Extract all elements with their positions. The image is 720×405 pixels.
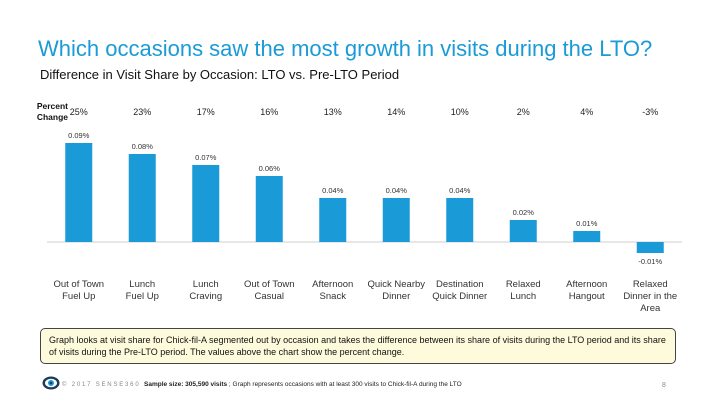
category-label: Afternoon Hangout	[566, 279, 607, 302]
category-label: Lunch Fuel Up	[126, 279, 159, 302]
category-label-line: Quick Dinner	[432, 291, 487, 302]
category-label-line: Craving	[189, 291, 222, 302]
bar	[636, 242, 664, 253]
footer-copyright: © 2017 SENSE360	[62, 382, 141, 388]
category-label: Lunch Craving	[189, 279, 222, 302]
sample-size: Sample size: 305,590 visits	[144, 381, 228, 388]
page-number: 8	[662, 382, 666, 389]
slide-title: Which occasions saw the most growth in v…	[38, 36, 653, 61]
data-label: 0.09%	[68, 131, 90, 140]
category-label-line: Hangout	[569, 291, 605, 302]
data-label: 0.04%	[386, 186, 408, 195]
percent-change-value: 2%	[517, 107, 530, 117]
data-label: 0.06%	[259, 164, 281, 173]
chart-note: Graph looks at visit share for Chick-fil…	[40, 328, 676, 364]
category-label-line: Relaxed	[506, 279, 541, 290]
category-label-line: Out of Town	[244, 279, 295, 290]
percent-change-label: Percent Change	[36, 101, 68, 122]
bar	[255, 176, 283, 242]
category-label: Relaxed Dinner in the Area	[623, 279, 677, 314]
bar	[128, 154, 156, 242]
sense360-logo-icon	[42, 376, 60, 390]
data-label: 0.04%	[449, 186, 471, 195]
data-label: 0.08%	[132, 142, 154, 151]
category-label-line: Fuel Up	[126, 291, 159, 302]
percent-change-value: 16%	[260, 107, 278, 117]
category-label-line: Snack	[320, 291, 347, 302]
data-label: 0.01%	[576, 219, 598, 228]
sample-description: ; Graph represents occasions with at lea…	[227, 381, 462, 388]
category-label-line: Lunch	[510, 291, 536, 302]
category-label: Out of Town Fuel Up	[53, 279, 104, 302]
bar	[446, 198, 474, 242]
category-label-line: Afternoon	[566, 279, 607, 290]
data-label: 0.07%	[195, 153, 217, 162]
bar	[192, 165, 220, 242]
category-label-line: Lunch	[193, 279, 219, 290]
percent-change-value: 10%	[451, 107, 469, 117]
category-label: Relaxed Lunch	[506, 279, 541, 302]
percent-change-value: 25%	[70, 107, 88, 117]
percent-change-value: 4%	[580, 107, 593, 117]
data-label: 0.02%	[513, 208, 535, 217]
percent-change-value: 13%	[324, 107, 342, 117]
bar	[65, 143, 93, 242]
percent-change-value: 14%	[387, 107, 405, 117]
category-label-line: Dinner	[382, 291, 410, 302]
bar	[382, 198, 410, 242]
category-label-line: Casual	[254, 291, 284, 302]
category-label-line: Afternoon	[312, 279, 353, 290]
data-label: 0.04%	[322, 186, 344, 195]
percent-change-value: 17%	[197, 107, 215, 117]
category-label: Quick Nearby Dinner	[367, 279, 425, 302]
percent-change-value: 23%	[133, 107, 151, 117]
category-label-line: Out of Town	[53, 279, 104, 290]
category-label-line: Dinner in the	[623, 291, 677, 302]
data-label: -0.01%	[638, 257, 662, 266]
footer-sample-note: Sample size: 305,590 visits ; Graph repr…	[144, 381, 462, 388]
category-label-line: Fuel Up	[62, 291, 95, 302]
chart-subtitle: Difference in Visit Share by Occasion: L…	[40, 67, 400, 82]
category-label-line: Quick Nearby	[367, 279, 425, 290]
category-label: Afternoon Snack	[312, 279, 353, 302]
bar	[573, 231, 601, 242]
category-label: Destination Quick Dinner	[432, 279, 487, 302]
category-label: Out of Town Casual	[244, 279, 295, 302]
bar	[509, 220, 537, 242]
category-label-line: Destination	[436, 279, 484, 290]
category-label-line: Relaxed	[633, 279, 668, 290]
category-label-line: Area	[640, 303, 661, 314]
category-label-line: Lunch	[129, 279, 155, 290]
bar	[319, 198, 347, 242]
percent-change-value: -3%	[642, 107, 658, 117]
bar-chart: 0.09%25%Out of Town Fuel Up0.08%23%Lunch F…	[47, 107, 682, 314]
